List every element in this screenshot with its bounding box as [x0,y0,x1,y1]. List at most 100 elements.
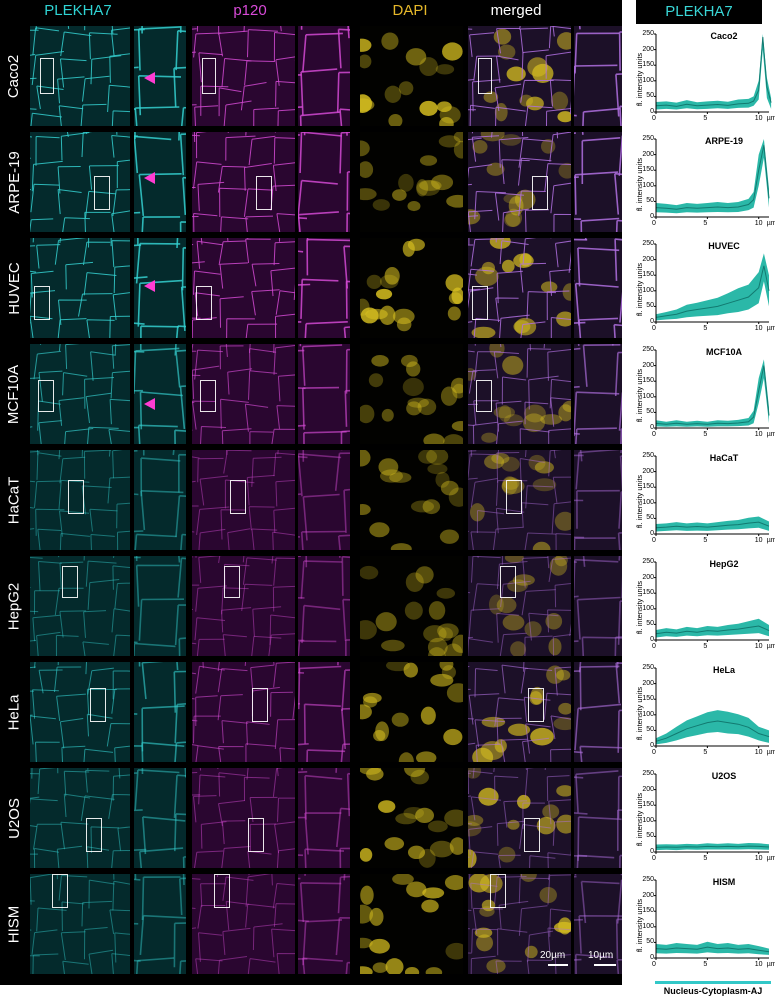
x-tick-label: 0 [652,220,656,227]
micrograph-panel-ple [30,238,130,338]
plot-canvas [654,138,770,219]
micrograph-image [298,26,350,126]
plot-title: HISM [712,877,736,887]
micrograph-panel-mergedZ [574,132,622,232]
y-tick-label: 100 [642,181,654,189]
zoom-region-box [202,58,216,94]
y-tick-label: 250 [642,770,654,777]
micrograph-image [360,132,463,232]
x-tick-label: 5 [703,749,708,756]
y-tick-label: 150 [642,61,654,69]
row-label: HUVEC [0,238,28,338]
series-line [655,265,770,318]
row-label-text: MCF10A [5,364,23,424]
series-band [656,253,769,321]
micrograph-image [134,874,186,974]
plot-title: Caco2 [710,31,738,41]
y-tick-label: 200 [642,891,654,899]
micrograph-image [468,238,571,338]
zoom-region-box [224,566,240,598]
zoom-region-box [62,566,78,598]
series-line [655,521,770,529]
row-label: ARPE-19 [0,132,28,232]
micrograph-panel-merged [468,450,571,550]
micrograph-panel-mergedZ [574,556,622,656]
micrograph-panel-mergedZ [574,768,622,868]
micrograph-image [192,450,295,550]
plot-column-title: PLEKHA7 [636,0,762,24]
zoom-region-box [256,176,272,210]
plot-canvas [654,667,770,748]
micrograph-image [30,556,130,656]
x-tick-label: 5 [703,431,708,438]
row-label: HISM [0,874,28,974]
micrograph-image [192,238,295,338]
y-tick-label: 50 [646,514,654,522]
x-tick-label: 5 [703,855,708,862]
micrograph-panel-merged [468,238,571,338]
micrograph-panel-mergedZ [574,26,622,126]
plot-canvas [654,773,770,854]
x-tick-label: 10 [754,961,763,968]
micrograph-panel-pleZ [134,344,186,444]
micrograph-image [192,874,295,974]
micrograph-image [574,344,622,444]
row-label-text: Caco2 [5,54,23,98]
scale-bar [594,964,616,966]
micrograph-panel-mergedZ [574,662,622,762]
micrograph-image [468,662,571,762]
y-tick-label: 0 [650,424,654,431]
micrograph-panel-ple [30,450,130,550]
micrograph-image [574,662,622,762]
x-tick-label: 0 [652,855,656,862]
x-unit-label: µm [766,643,775,650]
micrograph-panel-p120Z [298,238,350,338]
plot-canvas [654,455,770,536]
intensity-plot: fl. intensity units HUVEC 0 50 100 150 200 250 0… [634,238,775,340]
micrograph-image [574,768,622,868]
y-tick-label: 150 [642,271,654,279]
y-tick-label: 250 [642,876,654,883]
micrograph-panel-p120Z [298,344,350,444]
x-unit-label: µm [766,961,775,968]
x-tick-label: 0 [652,749,656,756]
y-tick-label: 100 [642,816,654,824]
micrograph-image [574,450,622,550]
x-tick-label: 5 [703,643,708,650]
micrograph-panel-ple [30,132,130,232]
series-line [655,365,770,425]
micrograph-panel-p120Z [298,768,350,868]
micrograph-image [360,238,463,338]
micrograph-panel-p120Z [298,874,350,974]
micrograph-image [468,132,571,232]
micrograph-image [192,556,295,656]
x-tick-label: 10 [754,643,763,650]
y-tick-label: 250 [642,346,654,353]
y-tick-label: 100 [642,498,654,506]
x-unit-label: µm [766,325,775,332]
micrograph-panel-mergedZ [574,344,622,444]
series-line [655,845,770,848]
intensity-plot: fl. intensity units HepG2 0 50 100 150 200 250 0… [634,556,775,658]
micrograph-panel-dapi [360,662,463,762]
micrograph-image [360,874,463,974]
x-tick-label: 0 [652,431,656,438]
x-tick-label: 0 [652,537,656,544]
micrograph-image [360,344,463,444]
row-label-text: HaCaT [5,476,23,524]
y-tick-label: 200 [642,785,654,793]
y-tick-label: 150 [642,377,654,385]
micrograph-image [30,768,130,868]
micrograph-image [134,768,186,868]
row-label-text: HepG2 [5,582,23,630]
y-tick-label: 0 [650,318,654,325]
micrograph-panel-dapi [360,238,463,338]
profile-axis-label: Nucleus-Cytoplasm-AJ [663,986,763,996]
x-unit-label: µm [766,220,775,227]
plot-title: MCF10A [705,347,742,357]
series-line [655,145,770,210]
x-tick-label: 10 [754,115,763,122]
row-label-text: HeLa [5,694,23,730]
micrograph-panel-dapi [360,26,463,126]
column-title-plekha7: PLEKHA7 [44,2,112,19]
